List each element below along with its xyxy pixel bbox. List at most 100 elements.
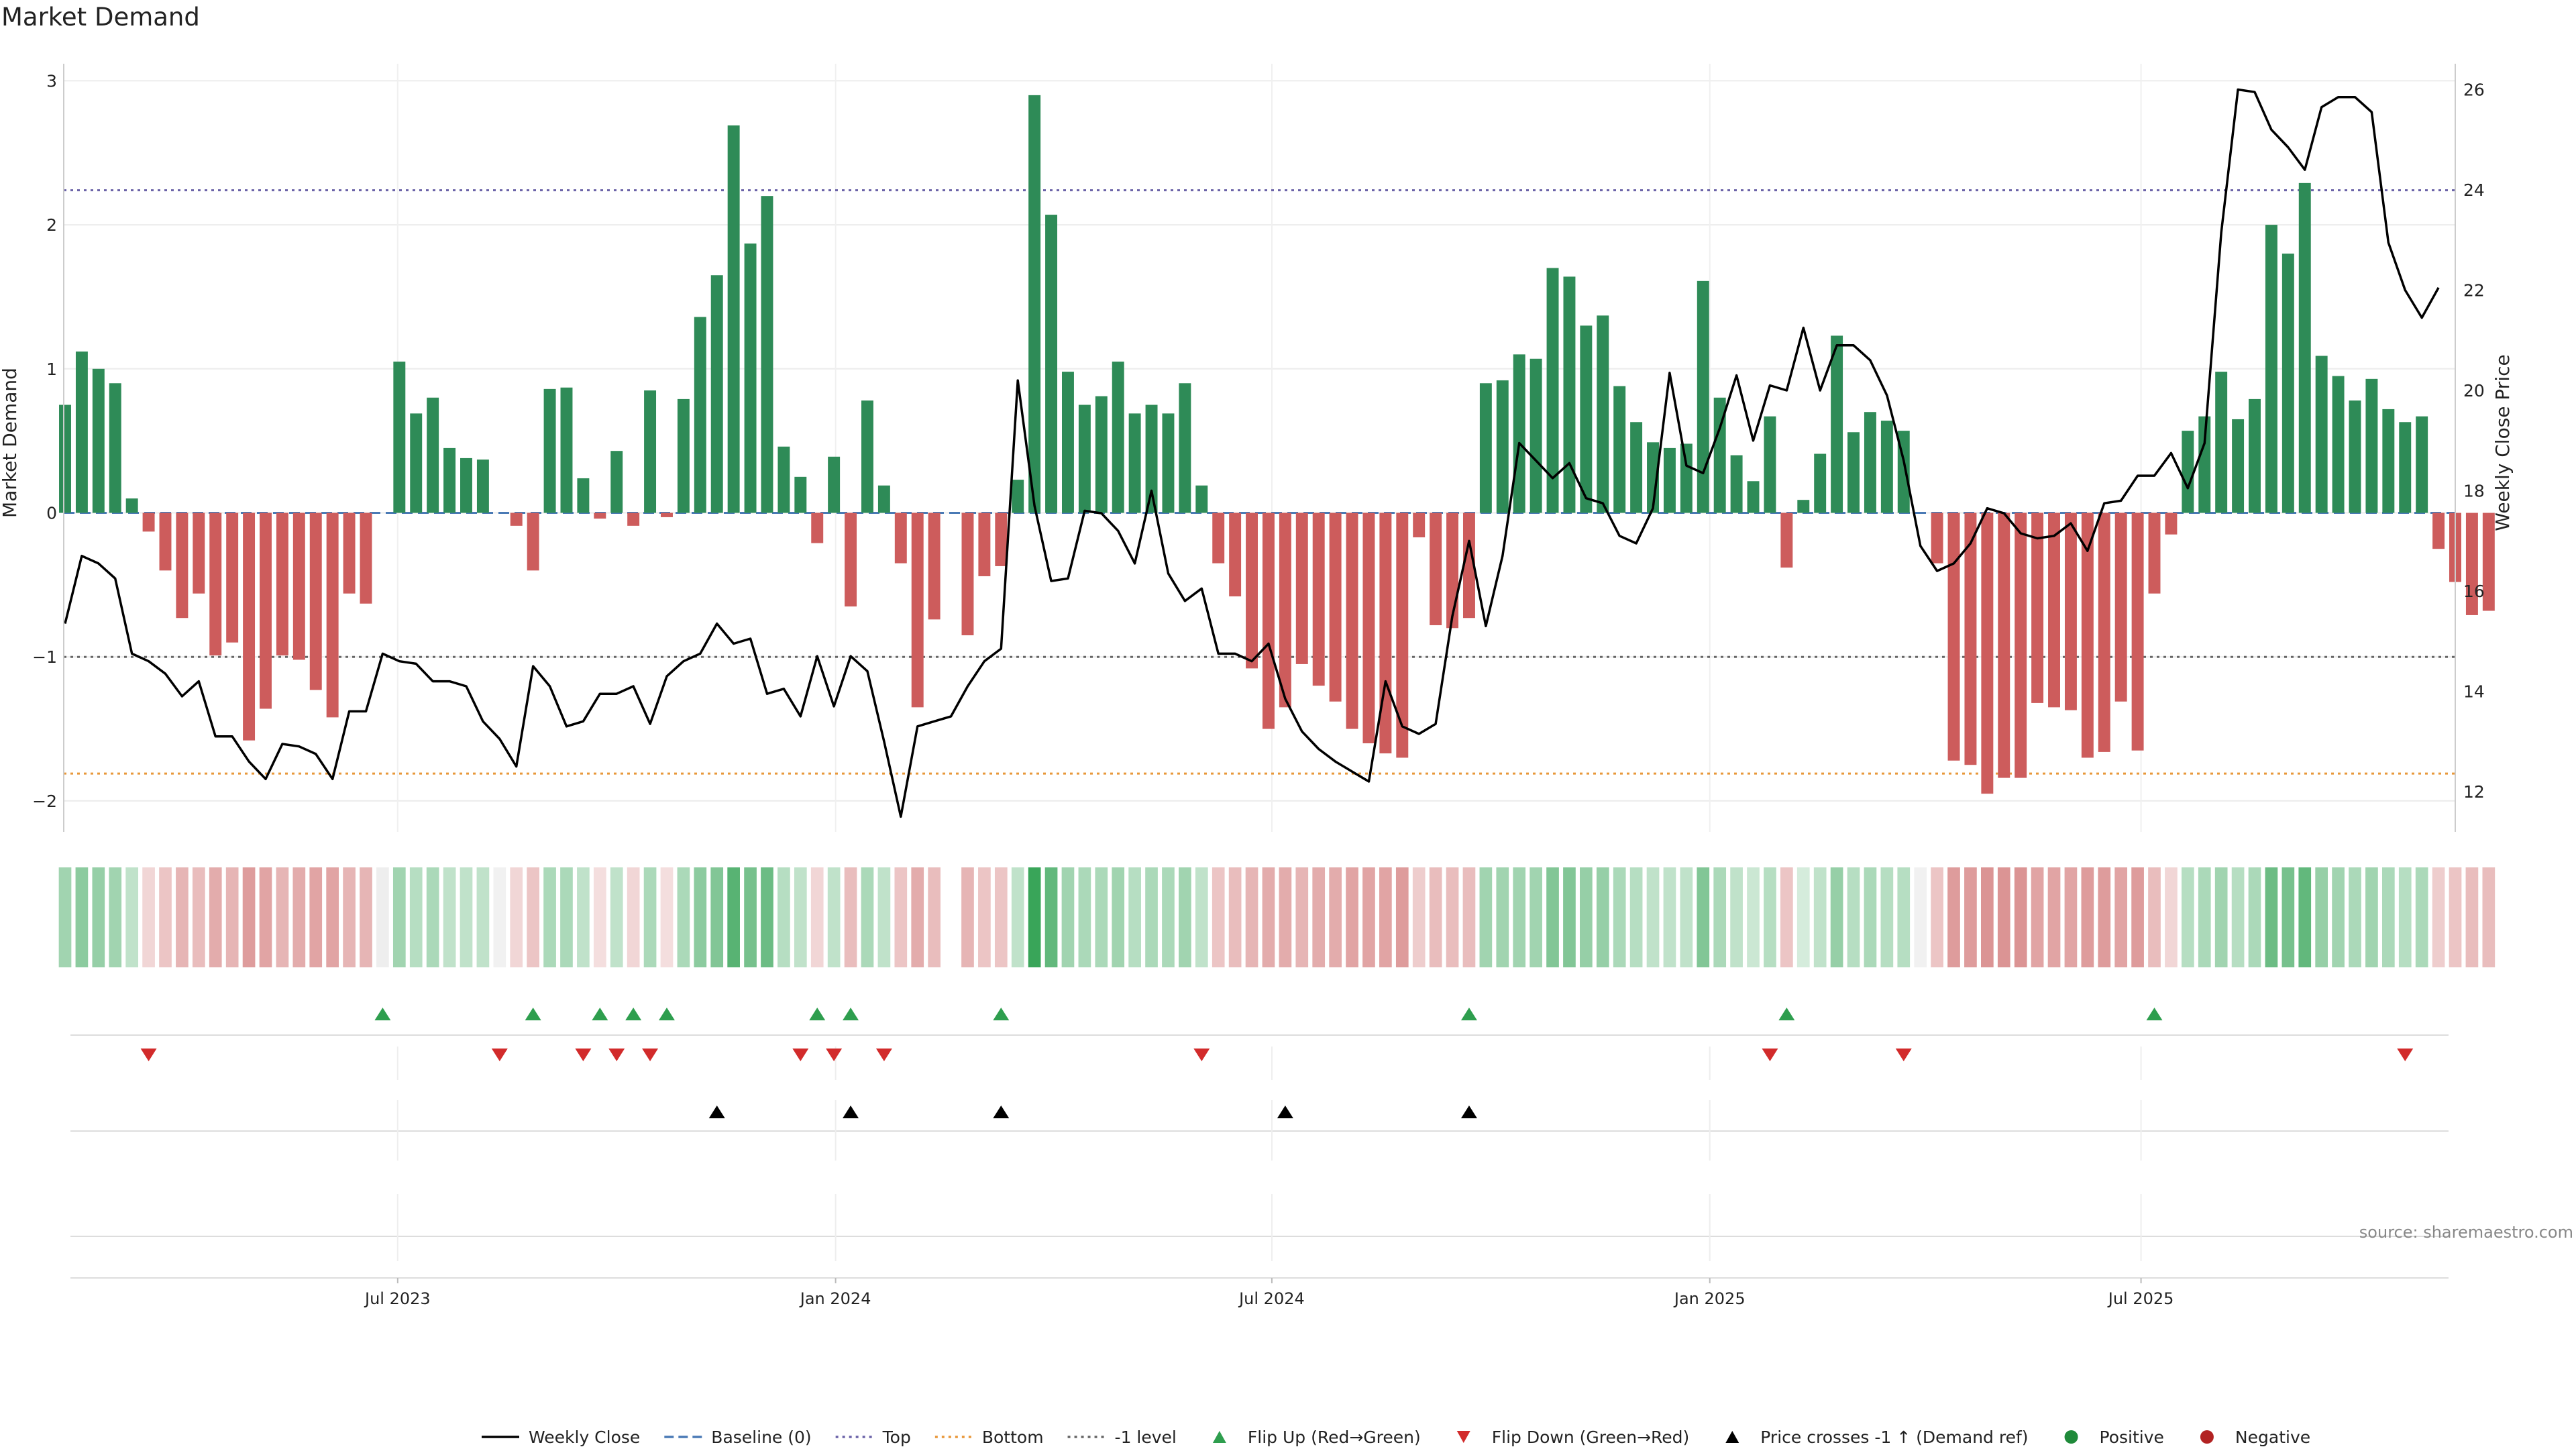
heat-cell [1479, 867, 1493, 967]
demand-bar [1128, 413, 1141, 513]
demand-bar [894, 513, 907, 564]
heat-cell [1747, 867, 1760, 967]
flip-up-marker [809, 1008, 826, 1020]
demand-bar [1145, 405, 1158, 513]
demand-bar [109, 383, 121, 513]
demand-bar [343, 513, 356, 594]
x-tick-label: Jan 2024 [799, 1289, 871, 1308]
heat-cell [309, 867, 323, 967]
demand-bar [1663, 447, 1676, 513]
demand-bar [1964, 513, 1977, 765]
demand-bar [1680, 443, 1693, 513]
demand-bar [2114, 513, 2127, 702]
demand-bar [1931, 513, 1943, 564]
demand-bar [677, 398, 690, 513]
demand-bar [309, 513, 322, 690]
heat-cell [1496, 867, 1509, 967]
heat-cell [2482, 867, 2496, 967]
heat-cell [1078, 867, 1091, 967]
demand-bar [2165, 513, 2178, 535]
heat-cell [2064, 867, 2078, 967]
heat-cell [1179, 867, 1191, 967]
heat-cell [209, 867, 222, 967]
demand-bar [1012, 480, 1024, 513]
flip-up-marker [525, 1008, 541, 1020]
flip-down-marker [1762, 1049, 1778, 1061]
demand-heat-strip [58, 867, 2496, 967]
demand-bar [845, 513, 857, 607]
legend-swatch [2200, 1430, 2214, 1444]
legend-item: Baseline (0) [664, 1428, 812, 1447]
y-tick-label-left: 1 [46, 360, 57, 379]
demand-bar [1162, 413, 1175, 513]
demand-bar [193, 513, 205, 594]
heat-cell [1195, 867, 1208, 967]
demand-bar [1329, 513, 1342, 702]
heat-cell [543, 867, 556, 967]
demand-bar [1797, 500, 1810, 513]
heat-cell [1446, 867, 1459, 967]
reference-lines [64, 189, 2455, 775]
heat-cell [2047, 867, 2061, 967]
heat-cell [376, 867, 389, 967]
y-tick-label-right: 26 [2463, 80, 2485, 100]
signal-markers [70, 1008, 2449, 1279]
demand-bar [326, 513, 339, 718]
flip-up-marker [625, 1008, 642, 1020]
x-tick-label: Jul 2025 [2107, 1289, 2174, 1308]
heat-cell [1145, 867, 1158, 967]
flip-up-marker [2146, 1008, 2163, 1020]
demand-bar [978, 513, 991, 576]
heat-cell [1011, 867, 1024, 967]
flip-down-marker [642, 1049, 659, 1061]
flip-down-marker [491, 1049, 508, 1061]
demand-bar [393, 362, 406, 513]
demand-bar [928, 513, 941, 620]
demand-bar [1462, 513, 1475, 619]
demand-bar [1430, 513, 1442, 625]
heat-cell [510, 867, 523, 967]
demand-bar [1947, 513, 1960, 761]
demand-bar [2432, 513, 2445, 549]
demand-bar [543, 388, 556, 513]
heat-cell [1028, 867, 1041, 967]
price-cross-marker [1460, 1106, 1477, 1118]
demand-bar [1998, 513, 2010, 778]
demand-bar [2182, 431, 2194, 513]
demand-bar [1045, 215, 1058, 513]
legend-label: Baseline (0) [711, 1428, 811, 1447]
heat-cell [1513, 867, 1526, 967]
flip-down-marker [826, 1049, 843, 1061]
heat-cell [677, 867, 690, 967]
demand-bar [811, 513, 824, 543]
heat-cell [409, 867, 423, 967]
heat-cell [1312, 867, 1326, 967]
demand-bar [443, 447, 456, 513]
demand-bar [1362, 513, 1375, 744]
flip-down-marker [1895, 1049, 1912, 1061]
heat-cell [1061, 867, 1075, 967]
demand-bar [1764, 416, 1776, 513]
x-tick-label: Jul 2024 [1238, 1289, 1305, 1308]
demand-bar [794, 476, 807, 513]
demand-bar [1814, 453, 1827, 513]
heat-cell [877, 867, 891, 967]
heat-cell [2214, 867, 2228, 967]
demand-bar [2131, 513, 2144, 751]
heat-cell [1529, 867, 1542, 967]
legend-label: Price crosses -1 ↑ (Demand ref) [1760, 1428, 2028, 1447]
price-cross-marker [843, 1106, 859, 1118]
demand-bar [1396, 513, 1409, 758]
heat-cell [593, 867, 606, 967]
demand-bar [142, 513, 155, 532]
heat-cell [1262, 867, 1275, 967]
demand-bar [59, 405, 71, 513]
flip-down-marker [1193, 1049, 1210, 1061]
demand-bar [1580, 325, 1593, 513]
heat-cell [1981, 867, 1994, 967]
demand-bar [2031, 513, 2044, 703]
heat-cell [1563, 867, 1576, 967]
demand-bar [1379, 513, 1392, 754]
heat-cell [1947, 867, 1960, 967]
heat-cell [426, 867, 439, 967]
